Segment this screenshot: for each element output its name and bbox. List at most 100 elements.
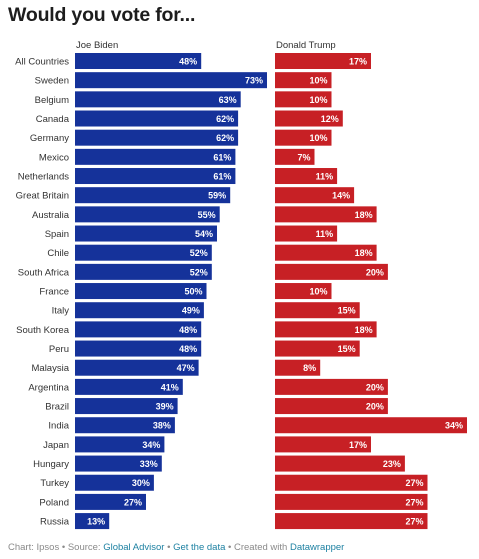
bar-joe-biden-argentina[interactable] [75,378,183,395]
bar-joe-biden-chile[interactable] [75,244,212,261]
category-label: Hungary [33,459,69,470]
bar-joe-biden-italy[interactable] [75,302,204,319]
category-label: France [39,287,69,298]
bar-joe-biden-germany[interactable] [75,129,239,146]
bar-joe-biden-turkey[interactable] [75,474,154,491]
value-label-joe-biden: 49% [182,306,200,316]
bar-donald-trump-all-countries[interactable] [275,53,371,69]
bar-donald-trump-russia[interactable] [275,513,428,530]
value-label-donald-trump: 15% [338,344,356,354]
row-brazil: Brazil 39% 20% [45,398,388,415]
value-label-joe-biden: 62% [216,114,234,124]
bar-donald-trump-peru[interactable] [275,340,360,357]
value-label-donald-trump: 7% [297,152,310,162]
bar-joe-biden-peru[interactable] [75,340,202,357]
value-label-donald-trump: 34% [445,421,463,431]
category-label: Peru [49,344,69,355]
bar-joe-biden-south-africa[interactable] [75,263,212,280]
bar-joe-biden-canada[interactable] [75,110,239,127]
bar-donald-trump-belgium[interactable] [275,91,332,108]
bar-joe-biden-india[interactable] [75,417,175,434]
category-label: Mexico [39,152,69,163]
value-label-donald-trump: 20% [366,402,384,412]
category-label: Poland [39,497,69,508]
value-label-joe-biden: 48% [179,325,197,335]
bar-donald-trump-india[interactable] [275,417,467,434]
row-spain: Spain 54% 11% [45,225,338,242]
footer-created-with: • Created with [225,542,290,553]
bar-joe-biden-japan[interactable] [75,436,165,453]
value-label-donald-trump: 14% [332,191,350,201]
row-netherlands: Netherlands 61% 11% [18,168,338,185]
bar-donald-trump-south-africa[interactable] [275,263,388,280]
bar-joe-biden-russia[interactable] [75,513,110,530]
bar-joe-biden-netherlands[interactable] [75,168,236,185]
value-label-donald-trump: 27% [405,517,423,527]
bar-donald-trump-mexico[interactable] [275,148,315,165]
bar-joe-biden-spain[interactable] [75,225,217,242]
bar-joe-biden-mexico[interactable] [75,148,236,165]
row-turkey: Turkey 30% 27% [40,474,428,491]
bar-joe-biden-malaysia[interactable] [75,359,199,376]
bar-donald-trump-chile[interactable] [275,244,377,261]
bar-joe-biden-south-korea[interactable] [75,321,202,338]
value-label-joe-biden: 73% [245,76,263,86]
bar-donald-trump-australia[interactable] [275,206,377,223]
value-label-joe-biden: 47% [177,363,195,373]
bar-donald-trump-brazil[interactable] [275,398,388,415]
value-label-donald-trump: 15% [338,306,356,316]
bar-donald-trump-malaysia[interactable] [275,359,321,376]
row-mexico: Mexico 61% 7% [39,148,315,165]
bar-donald-trump-hungary[interactable] [275,455,405,472]
bar-donald-trump-france[interactable] [275,283,332,300]
source-link[interactable]: Global Advisor [103,542,165,553]
bar-joe-biden-poland[interactable] [75,493,146,510]
value-label-donald-trump: 10% [309,76,327,86]
value-label-donald-trump: 18% [355,248,373,258]
bar-joe-biden-brazil[interactable] [75,398,178,415]
bar-joe-biden-great-britain[interactable] [75,187,231,204]
category-label: Malaysia [32,363,70,374]
value-label-joe-biden: 62% [216,133,234,143]
bar-donald-trump-spain[interactable] [275,225,338,242]
bar-joe-biden-all-countries[interactable] [75,53,202,69]
bar-joe-biden-sweden[interactable] [75,72,267,89]
value-label-joe-biden: 59% [208,191,226,201]
category-label: Brazil [45,402,69,413]
bar-donald-trump-great-britain[interactable] [275,187,355,204]
bar-joe-biden-australia[interactable] [75,206,220,223]
bar-donald-trump-germany[interactable] [275,129,332,146]
category-label: All Countries [15,57,69,68]
value-label-joe-biden: 48% [179,57,197,67]
row-france: France 50% 10% [39,283,332,300]
datawrapper-link[interactable]: Datawrapper [289,542,345,553]
bar-donald-trump-netherlands[interactable] [275,168,338,185]
value-label-joe-biden: 41% [161,382,179,392]
value-label-donald-trump: 23% [383,459,401,469]
bar-donald-trump-argentina[interactable] [275,378,388,395]
bar-joe-biden-france[interactable] [75,283,207,300]
bar-donald-trump-turkey[interactable] [275,474,428,491]
value-label-joe-biden: 61% [213,172,231,182]
value-label-joe-biden: 27% [124,497,142,507]
bar-donald-trump-canada[interactable] [275,110,343,127]
chart-title: Would you vote for... [8,4,196,26]
value-label-joe-biden: 48% [179,344,197,354]
bar-donald-trump-italy[interactable] [275,302,360,319]
get-data-link[interactable]: Get the data [173,542,226,553]
bar-donald-trump-japan[interactable] [275,436,371,453]
bar-donald-trump-poland[interactable] [275,493,428,510]
bar-donald-trump-south-korea[interactable] [275,321,377,338]
row-great-britain: Great Britain 59% 14% [16,187,355,204]
row-sweden: Sweden 73% 10% [35,72,332,89]
row-australia: Australia 55% 18% [32,206,377,223]
category-label: Netherlands [18,172,69,183]
chart-footer: Chart: Ipsos • Source: Global Advisor • … [8,542,344,553]
value-label-joe-biden: 39% [156,402,174,412]
bar-donald-trump-sweden[interactable] [275,72,332,89]
row-poland: Poland 27% 27% [39,493,428,510]
value-label-joe-biden: 33% [140,459,158,469]
value-label-joe-biden: 13% [87,517,105,527]
bar-joe-biden-belgium[interactable] [75,91,241,108]
bar-joe-biden-hungary[interactable] [75,455,162,472]
